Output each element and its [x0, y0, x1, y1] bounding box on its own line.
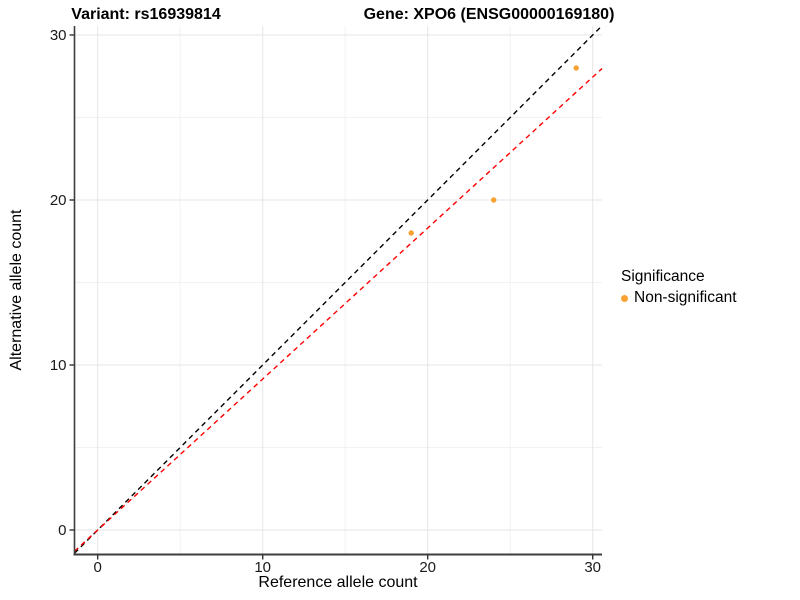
y-tick-label: 30 [50, 27, 67, 44]
x-tick-label: 10 [254, 559, 271, 576]
data-point [573, 65, 579, 71]
x-tick-label: 20 [419, 559, 436, 576]
variant-title: Variant: rs16939814 [71, 6, 221, 23]
expected-ratio-line [74, 68, 603, 552]
legend-item-non-significant: Non-significant [621, 289, 737, 307]
x-tick-label: 0 [94, 559, 102, 576]
y-tick-label: 20 [50, 192, 67, 209]
legend-title: Significance [621, 268, 705, 285]
legend: Significance Non-significant [621, 268, 737, 307]
y-tick-label: 10 [50, 357, 67, 374]
identity-line [74, 25, 603, 554]
y-tick-label: 0 [58, 522, 66, 539]
data-point [408, 230, 414, 236]
data-point [491, 197, 497, 203]
gene-title: Gene: XPO6 (ENSG00000169180) [363, 6, 615, 23]
x-tick-label: 30 [584, 559, 601, 576]
y-axis-title: Alternative allele count [8, 209, 25, 371]
legend-point-icon [621, 294, 628, 302]
x-axis-title: Reference allele count [258, 574, 418, 591]
legend-item-label: Non-significant [634, 289, 737, 306]
